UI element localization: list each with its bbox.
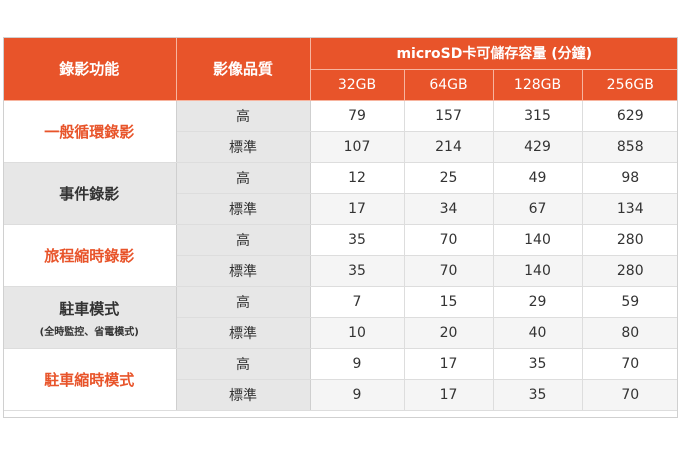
quality-high: 高	[176, 224, 311, 256]
value-cell: 67	[493, 193, 583, 225]
value-cell: 107	[310, 131, 405, 163]
value-cell: 280	[582, 255, 679, 287]
value-cell: 25	[404, 162, 494, 194]
table-row: 標準 35 70 140 280	[3, 255, 679, 287]
table-row: 旅程縮時錄影 高 35 70 140 280	[3, 224, 679, 287]
value-cell: 140	[493, 255, 583, 287]
table-row: 一般循環錄影 高 79 157 315 629	[3, 100, 679, 163]
table-row: 標準 9 17 35 70	[3, 379, 679, 411]
value-cell: 35	[310, 255, 405, 287]
table-row: 標準 107 214 429 858	[3, 131, 679, 163]
value-cell: 49	[493, 162, 583, 194]
quality-standard: 標準	[176, 131, 311, 163]
mode-cell-parking: 駐車模式 (全時監控、省電模式)	[3, 286, 177, 349]
mode-sublabel: (全時監控、省電模式)	[39, 326, 139, 338]
value-cell: 140	[493, 224, 583, 256]
value-cell: 134	[582, 193, 679, 225]
header-image-quality: 影像品質	[176, 37, 311, 101]
value-cell: 280	[582, 224, 679, 256]
mode-label: 事件錄影	[59, 185, 120, 203]
table-row: 事件錄影 高 12 25 49 98	[3, 162, 679, 225]
value-cell: 9	[310, 379, 405, 411]
quality-high: 高	[176, 100, 311, 132]
value-cell: 12	[310, 162, 405, 194]
value-cell: 80	[582, 317, 679, 349]
value-cell: 20	[404, 317, 494, 349]
mode-cell-loop: 一般循環錄影	[3, 100, 177, 163]
value-cell: 429	[493, 131, 583, 163]
header-recording-mode: 錄影功能	[3, 37, 177, 101]
value-cell: 35	[493, 379, 583, 411]
value-cell: 29	[493, 286, 583, 318]
value-cell: 315	[493, 100, 583, 132]
value-cell: 70	[404, 255, 494, 287]
value-cell: 98	[582, 162, 679, 194]
value-cell: 858	[582, 131, 679, 163]
value-cell: 70	[582, 348, 679, 380]
quality-high: 高	[176, 162, 311, 194]
table-row: 標準 17 34 67 134	[3, 193, 679, 225]
value-cell: 157	[404, 100, 494, 132]
table-row: 駐車縮時模式 高 9 17 35 70	[3, 348, 679, 411]
quality-standard: 標準	[176, 193, 311, 225]
value-cell: 70	[404, 224, 494, 256]
value-cell: 7	[310, 286, 405, 318]
value-cell: 70	[582, 379, 679, 411]
quality-standard: 標準	[176, 379, 311, 411]
mode-cell-event: 事件錄影	[3, 162, 177, 225]
quality-standard: 標準	[176, 255, 311, 287]
value-cell: 40	[493, 317, 583, 349]
value-cell: 17	[404, 348, 494, 380]
header-capacity: microSD卡可儲存容量 (分鐘)	[310, 37, 679, 70]
value-cell: 15	[404, 286, 494, 318]
quality-high: 高	[176, 286, 311, 318]
mode-cell-timelapse: 旅程縮時錄影	[3, 224, 177, 287]
quality-high: 高	[176, 348, 311, 380]
recording-capacity-table: 錄影功能 影像品質 microSD卡可儲存容量 (分鐘) 32GB 64GB 1…	[3, 37, 679, 411]
value-cell: 17	[310, 193, 405, 225]
value-cell: 59	[582, 286, 679, 318]
value-cell: 17	[404, 379, 494, 411]
mode-label: 旅程縮時錄影	[44, 247, 135, 265]
value-cell: 629	[582, 100, 679, 132]
mode-label: 駐車縮時模式	[44, 371, 135, 389]
header-size-256gb: 256GB	[582, 69, 679, 101]
value-cell: 35	[310, 224, 405, 256]
header-size-128gb: 128GB	[493, 69, 583, 101]
header-size-32gb: 32GB	[310, 69, 405, 101]
value-cell: 10	[310, 317, 405, 349]
mode-label: 一般循環錄影	[44, 123, 135, 141]
mode-cell-parking-timelapse: 駐車縮時模式	[3, 348, 177, 411]
table-row: 駐車模式 (全時監控、省電模式) 高 7 15 29 59	[3, 286, 679, 349]
table-row: 標準 10 20 40 80	[3, 317, 679, 349]
value-cell: 35	[493, 348, 583, 380]
value-cell: 34	[404, 193, 494, 225]
value-cell: 79	[310, 100, 405, 132]
header-size-64gb: 64GB	[404, 69, 494, 101]
quality-standard: 標準	[176, 317, 311, 349]
value-cell: 9	[310, 348, 405, 380]
mode-label: 駐車模式	[59, 299, 120, 318]
value-cell: 214	[404, 131, 494, 163]
